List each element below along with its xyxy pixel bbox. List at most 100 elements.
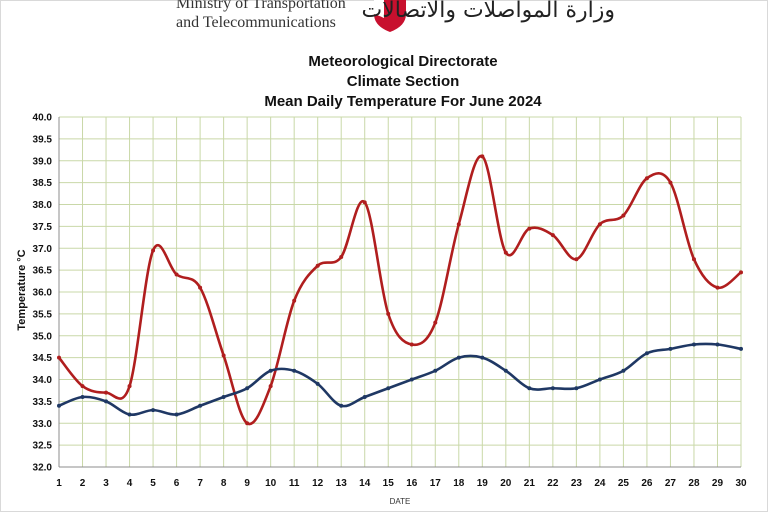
data-point [315, 263, 320, 268]
data-point [57, 355, 61, 360]
y-tick-label: 37.0 [33, 244, 53, 255]
data-point [715, 285, 720, 290]
data-point [198, 285, 203, 290]
x-tick-label: 18 [453, 478, 465, 489]
title-line-3: Mean Daily Temperature For June 2024 [264, 93, 542, 110]
data-point [527, 386, 532, 391]
data-point [221, 353, 226, 358]
y-tick-label: 38.0 [33, 200, 53, 211]
data-point [80, 395, 85, 399]
data-point [574, 386, 579, 391]
x-tick-label: 6 [174, 478, 180, 489]
data-point [339, 403, 344, 408]
data-point [668, 180, 673, 185]
series-lines [57, 154, 743, 426]
x-tick-label: 7 [197, 478, 203, 489]
y-tick-label: 39.0 [33, 156, 53, 167]
x-tick-label: 13 [336, 478, 348, 489]
x-tick-label: 10 [265, 478, 277, 489]
x-tick-label: 8 [221, 478, 227, 489]
data-point [503, 368, 508, 373]
data-point [386, 386, 391, 391]
data-point [127, 412, 132, 417]
data-point [739, 270, 743, 275]
x-tick-label: 11 [289, 478, 300, 489]
data-point [245, 386, 250, 391]
data-point [668, 346, 673, 351]
data-point [550, 233, 555, 238]
x-tick-label: 28 [688, 478, 700, 489]
data-point [480, 154, 485, 159]
data-point [292, 298, 297, 303]
data-point [127, 384, 132, 389]
data-point [597, 377, 602, 382]
data-point [80, 384, 85, 389]
ministry-line-1: Ministry of Transportation [176, 0, 346, 12]
y-tick-label: 33.5 [33, 397, 53, 408]
data-point [174, 272, 179, 277]
y-tick-label: 32.5 [33, 441, 53, 452]
data-point [245, 421, 250, 426]
x-tick-label: 5 [150, 478, 156, 489]
data-point [527, 226, 532, 231]
x-tick-label: 30 [735, 478, 747, 489]
x-tick-label: 22 [547, 478, 559, 489]
y-tick-label: 32.0 [33, 463, 53, 474]
data-point [621, 368, 626, 373]
x-axis-label: DATE [389, 497, 411, 506]
data-point [198, 403, 203, 408]
data-point [174, 412, 179, 417]
y-tick-label: 36.0 [33, 288, 53, 299]
y-axis-label: Temperature °C [16, 249, 28, 331]
x-tick-label: 21 [524, 478, 536, 489]
data-point [644, 351, 649, 356]
data-point [691, 257, 696, 262]
data-point [104, 399, 109, 404]
x-tick-label: 4 [127, 478, 133, 489]
ministry-name-arabic: وزارة المواصلات والاتصالات [361, 0, 615, 23]
data-point [409, 342, 414, 347]
data-point [574, 257, 579, 262]
data-point [315, 381, 320, 386]
x-tick-label: 15 [383, 478, 395, 489]
y-tick-labels: 32.0 32.5 33.0 33.5 34.0 34.5 35.0 35.5 36.0 36.5… [33, 113, 53, 474]
y-tick-label: 33.0 [33, 419, 53, 430]
data-point [362, 395, 367, 399]
data-point [409, 377, 414, 382]
y-tick-label: 38.5 [33, 178, 53, 189]
data-point [433, 320, 438, 325]
chart-title: Meteorological Directorate Climate Secti… [200, 52, 606, 112]
x-tick-label: 9 [244, 478, 250, 489]
x-tick-label: 17 [430, 478, 442, 489]
data-point [456, 222, 461, 227]
data-point [104, 390, 109, 395]
data-point [339, 255, 344, 259]
y-tick-label: 35.0 [33, 331, 53, 342]
data-point [221, 395, 226, 399]
x-tick-label: 25 [618, 478, 630, 489]
x-tick-label: 23 [571, 478, 583, 489]
data-point [268, 368, 273, 373]
data-point [503, 250, 508, 255]
data-point [151, 408, 156, 413]
data-point [597, 222, 602, 227]
x-tick-label: 16 [406, 478, 418, 489]
x-tick-label: 27 [665, 478, 677, 489]
y-tick-label: 34.5 [33, 353, 53, 364]
x-tick-label: 1 [56, 478, 62, 489]
data-point [386, 311, 391, 316]
x-tick-label: 12 [312, 478, 324, 489]
grid-lines [58, 116, 742, 468]
x-tick-label: 26 [641, 478, 653, 489]
data-point [480, 355, 485, 360]
y-tick-label: 37.5 [33, 222, 53, 233]
x-tick-label: 24 [594, 478, 606, 489]
data-point [691, 342, 696, 347]
y-tick-label: 40.0 [33, 113, 53, 124]
x-tick-label: 20 [500, 478, 512, 489]
data-point [268, 384, 273, 389]
data-point [151, 248, 156, 253]
title-line-2: Climate Section [346, 73, 460, 90]
data-point [621, 213, 626, 218]
title-line-1: Meteorological Directorate [308, 53, 498, 70]
